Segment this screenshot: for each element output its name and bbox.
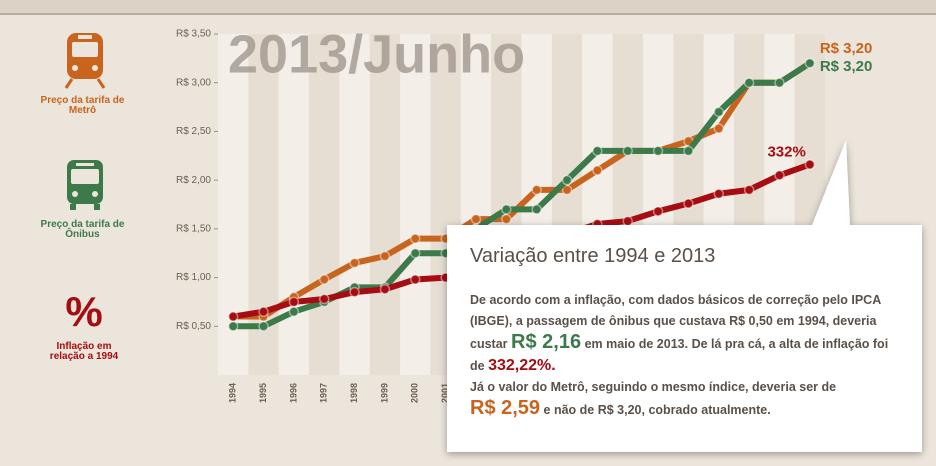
point bbox=[379, 250, 391, 262]
point bbox=[410, 233, 421, 244]
point bbox=[318, 293, 330, 305]
point bbox=[804, 159, 816, 170]
point bbox=[349, 286, 360, 298]
point bbox=[683, 145, 694, 157]
callout-text: Já o valor do Metrô, seguindo o mesmo ín… bbox=[470, 380, 837, 394]
chart-title: 2013/Junho bbox=[228, 24, 525, 84]
end-label: R$ 3,20 bbox=[820, 58, 873, 75]
callout-highlight: R$ 2,59 bbox=[470, 397, 541, 419]
legend-entry: Preço da tarifa de Metrô bbox=[40, 95, 125, 116]
point bbox=[410, 274, 421, 285]
callout-title: Variação entre 1994 e 2013 bbox=[470, 245, 716, 267]
point bbox=[713, 106, 725, 118]
y-tick-label: R$ 0,50 bbox=[176, 321, 211, 332]
x-tick-label: 1997 bbox=[319, 383, 329, 403]
x-tick-label: 2001 bbox=[440, 383, 450, 403]
callout-text: e não de R$ 3,20, cobrado atualmente. bbox=[543, 403, 771, 417]
y-tick-label: R$ 3,50 bbox=[176, 29, 211, 40]
point bbox=[561, 174, 573, 186]
point bbox=[501, 213, 512, 225]
point bbox=[288, 306, 300, 317]
point bbox=[774, 77, 785, 88]
legend-entry: Preço da tarifa de Ônibus bbox=[40, 219, 125, 240]
end-label: R$ 3,20 bbox=[820, 40, 873, 57]
point bbox=[470, 213, 482, 225]
point bbox=[531, 204, 542, 215]
y-tick-label: R$ 2,50 bbox=[176, 126, 211, 137]
series-line bbox=[233, 60, 812, 320]
point bbox=[743, 184, 755, 196]
x-tick-label: 1998 bbox=[349, 383, 359, 403]
callout-text: em maio de 2013. De lá pra cá, a alta de… bbox=[470, 337, 889, 373]
x-tick-label: 1995 bbox=[258, 383, 268, 403]
y-tick-label: R$ 1,50 bbox=[176, 223, 211, 234]
legend-entry: Inflação em relação a 1994 bbox=[49, 341, 119, 362]
x-tick-label: 1996 bbox=[288, 383, 298, 403]
point bbox=[531, 184, 542, 196]
point bbox=[227, 321, 239, 332]
point bbox=[379, 284, 391, 295]
y-tick-label: R$ 3,00 bbox=[176, 77, 211, 88]
top-band bbox=[0, 0, 936, 14]
x-tick-label: 1999 bbox=[379, 383, 389, 403]
x-tick-label: 1994 bbox=[228, 383, 238, 403]
point bbox=[561, 184, 573, 196]
point bbox=[652, 206, 664, 217]
point bbox=[683, 198, 694, 209]
point bbox=[288, 296, 300, 308]
point bbox=[258, 321, 269, 332]
point bbox=[258, 306, 269, 317]
point bbox=[227, 311, 239, 322]
point bbox=[318, 274, 330, 285]
callout-text: De acordo com a inflação, com dados bási… bbox=[470, 293, 881, 351]
point bbox=[592, 145, 603, 157]
y-tick-label: R$ 1,00 bbox=[176, 272, 211, 283]
point bbox=[410, 247, 421, 259]
point bbox=[713, 123, 725, 134]
stripe bbox=[309, 34, 340, 375]
point bbox=[713, 188, 725, 200]
point bbox=[804, 57, 816, 69]
point bbox=[501, 204, 512, 215]
stripe bbox=[369, 34, 401, 375]
y-tick-label: R$ 2,00 bbox=[176, 175, 211, 186]
callout: Variação entre 1994 e 2013 De acordo com… bbox=[470, 245, 900, 421]
callout-body: De acordo com a inflação, com dados bási… bbox=[470, 290, 900, 421]
end-label: 332% bbox=[767, 144, 805, 161]
callout-highlight: R$ 2,16 bbox=[511, 331, 582, 353]
point bbox=[349, 257, 360, 269]
point bbox=[592, 165, 603, 176]
point bbox=[743, 77, 755, 88]
callout-highlight: 332,22%. bbox=[488, 357, 556, 374]
point bbox=[774, 170, 785, 181]
callout-shape bbox=[447, 140, 922, 452]
point bbox=[652, 145, 664, 157]
x-tick-label: 2000 bbox=[410, 383, 420, 403]
point bbox=[622, 145, 633, 157]
